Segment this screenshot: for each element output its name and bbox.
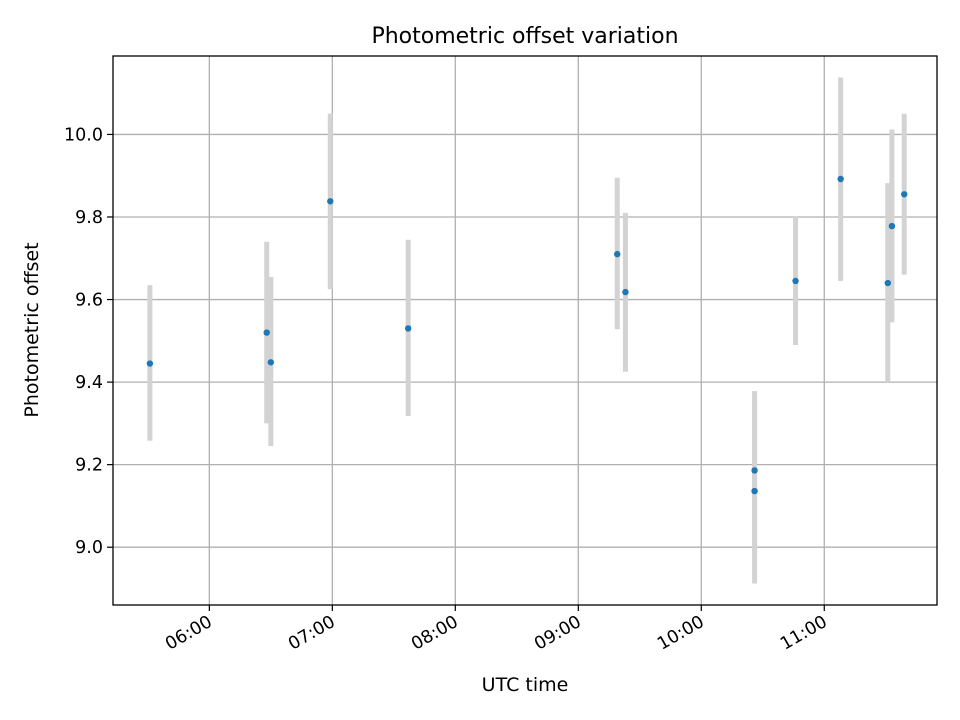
data-point: [884, 279, 892, 287]
data-point: [614, 250, 621, 258]
y-tick-label: 9.0: [75, 538, 103, 558]
data-point: [263, 329, 270, 336]
y-tick-label: 9.4: [75, 373, 103, 393]
y-tick-label: 9.6: [75, 291, 103, 311]
y-axis-ticks: 9.0 9.2 9.4 9.6 9.8 10.0: [64, 125, 113, 558]
data-point: [751, 487, 758, 495]
x-axis-label: UTC time: [482, 674, 569, 696]
chart-title: Photometric offset variation: [371, 24, 678, 49]
data-points: [146, 175, 908, 495]
data-point: [751, 467, 758, 474]
data-point: [327, 198, 334, 205]
data-point: [792, 277, 799, 285]
data-point: [146, 360, 154, 367]
data-point: [901, 191, 908, 198]
y-axis-label: Photometric offset: [21, 242, 43, 417]
plot-frame: [112, 55, 938, 606]
data-point: [888, 222, 896, 230]
data-point: [837, 175, 844, 183]
grid-lines: [113, 56, 937, 605]
y-tick-label: 9.8: [75, 208, 103, 228]
data-point: [622, 288, 629, 296]
data-point: [404, 325, 412, 332]
data-point: [267, 359, 275, 366]
y-tick-label: 9.2: [75, 456, 103, 476]
y-tick-label: 10.0: [64, 125, 103, 145]
